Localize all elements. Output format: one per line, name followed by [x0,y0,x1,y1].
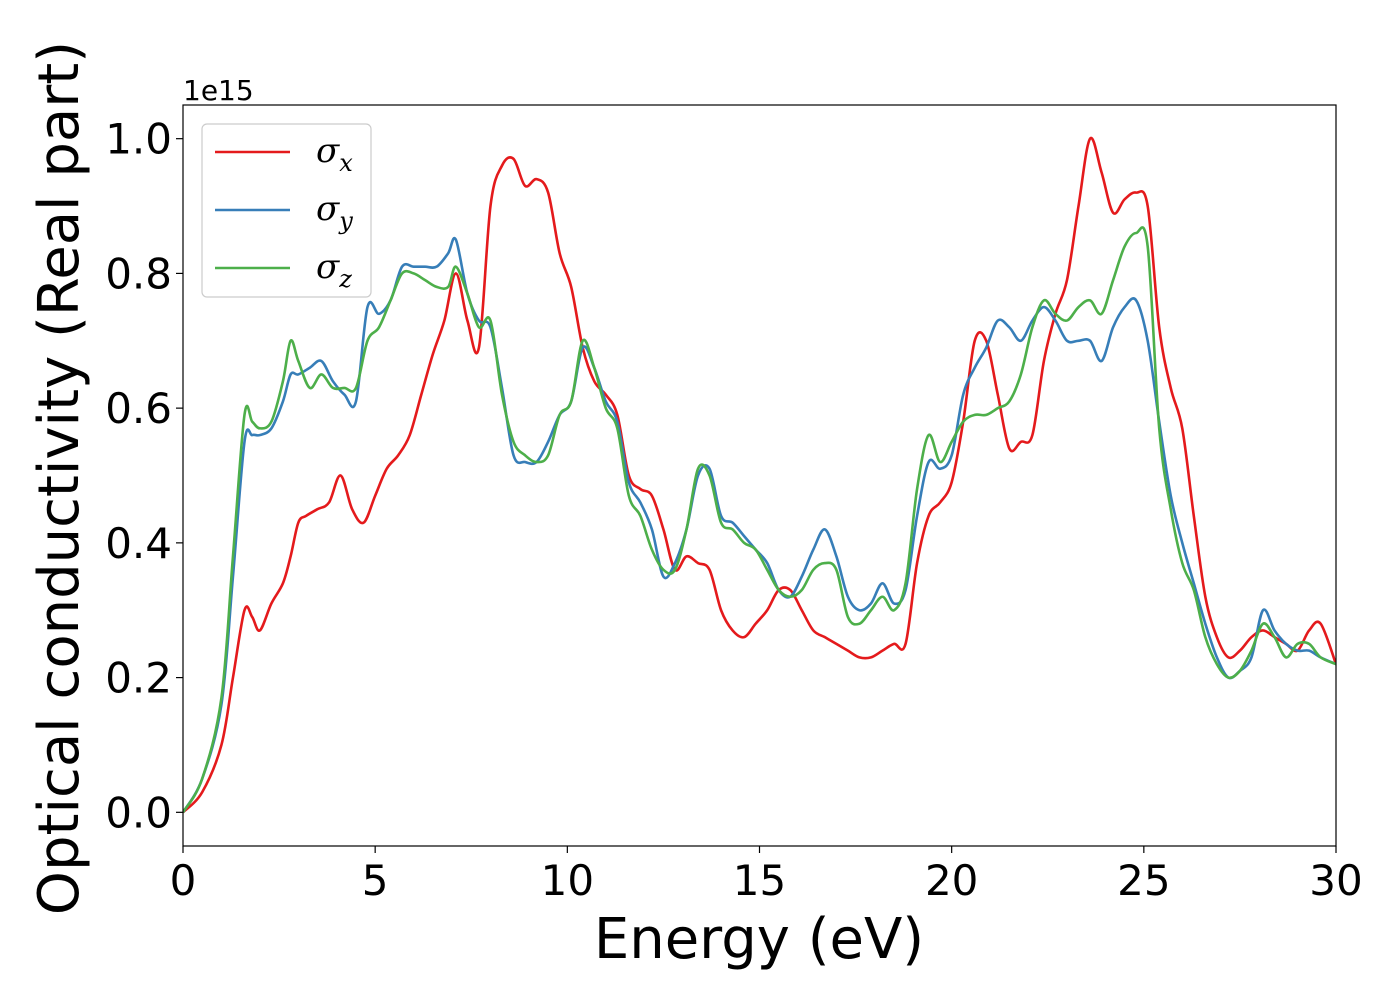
y-tick-label: 0.6 [105,384,172,433]
y-tick-label: 0.2 [105,654,172,703]
y-axis-label: Optical conductivity (Real part) [27,41,92,915]
series-line-x [183,136,1336,814]
y-tick-label: 0.0 [105,788,172,837]
legend-symbol: σ [316,131,340,171]
legend-subscript: z [338,265,352,293]
legend-label-x: σx [316,131,353,177]
x-tick-label: 15 [733,856,786,905]
x-axis-ticks: 0 5 10 15 20 25 30 [170,846,1363,905]
y-tick-label: 0.8 [105,249,172,298]
legend-symbol: σ [316,189,340,229]
y-tick-label: 0.4 [105,519,172,568]
legend-label-y: σy [316,189,353,235]
x-tick-label: 0 [170,856,197,905]
x-tick-label: 10 [541,856,594,905]
x-tick-label: 20 [925,856,978,905]
x-tick-label: 5 [362,856,389,905]
y-tick-label: 1.0 [105,115,172,164]
legend-subscript: x [339,149,353,177]
series-lines [183,136,1336,814]
x-tick-label: 30 [1309,856,1362,905]
legend-symbol: σ [316,247,340,287]
legend-label-z: σz [316,247,352,293]
legend-subscript: y [338,207,353,235]
series-line-z [183,226,1336,814]
y-axis-ticks: 0.0 0.2 0.4 0.6 0.8 1.0 [105,115,183,837]
x-tick-label: 25 [1117,856,1170,905]
y-axis-offset-text: 1e15 [183,74,254,107]
series-line-y [183,236,1336,814]
x-axis-label: Energy (eV) [594,907,924,972]
